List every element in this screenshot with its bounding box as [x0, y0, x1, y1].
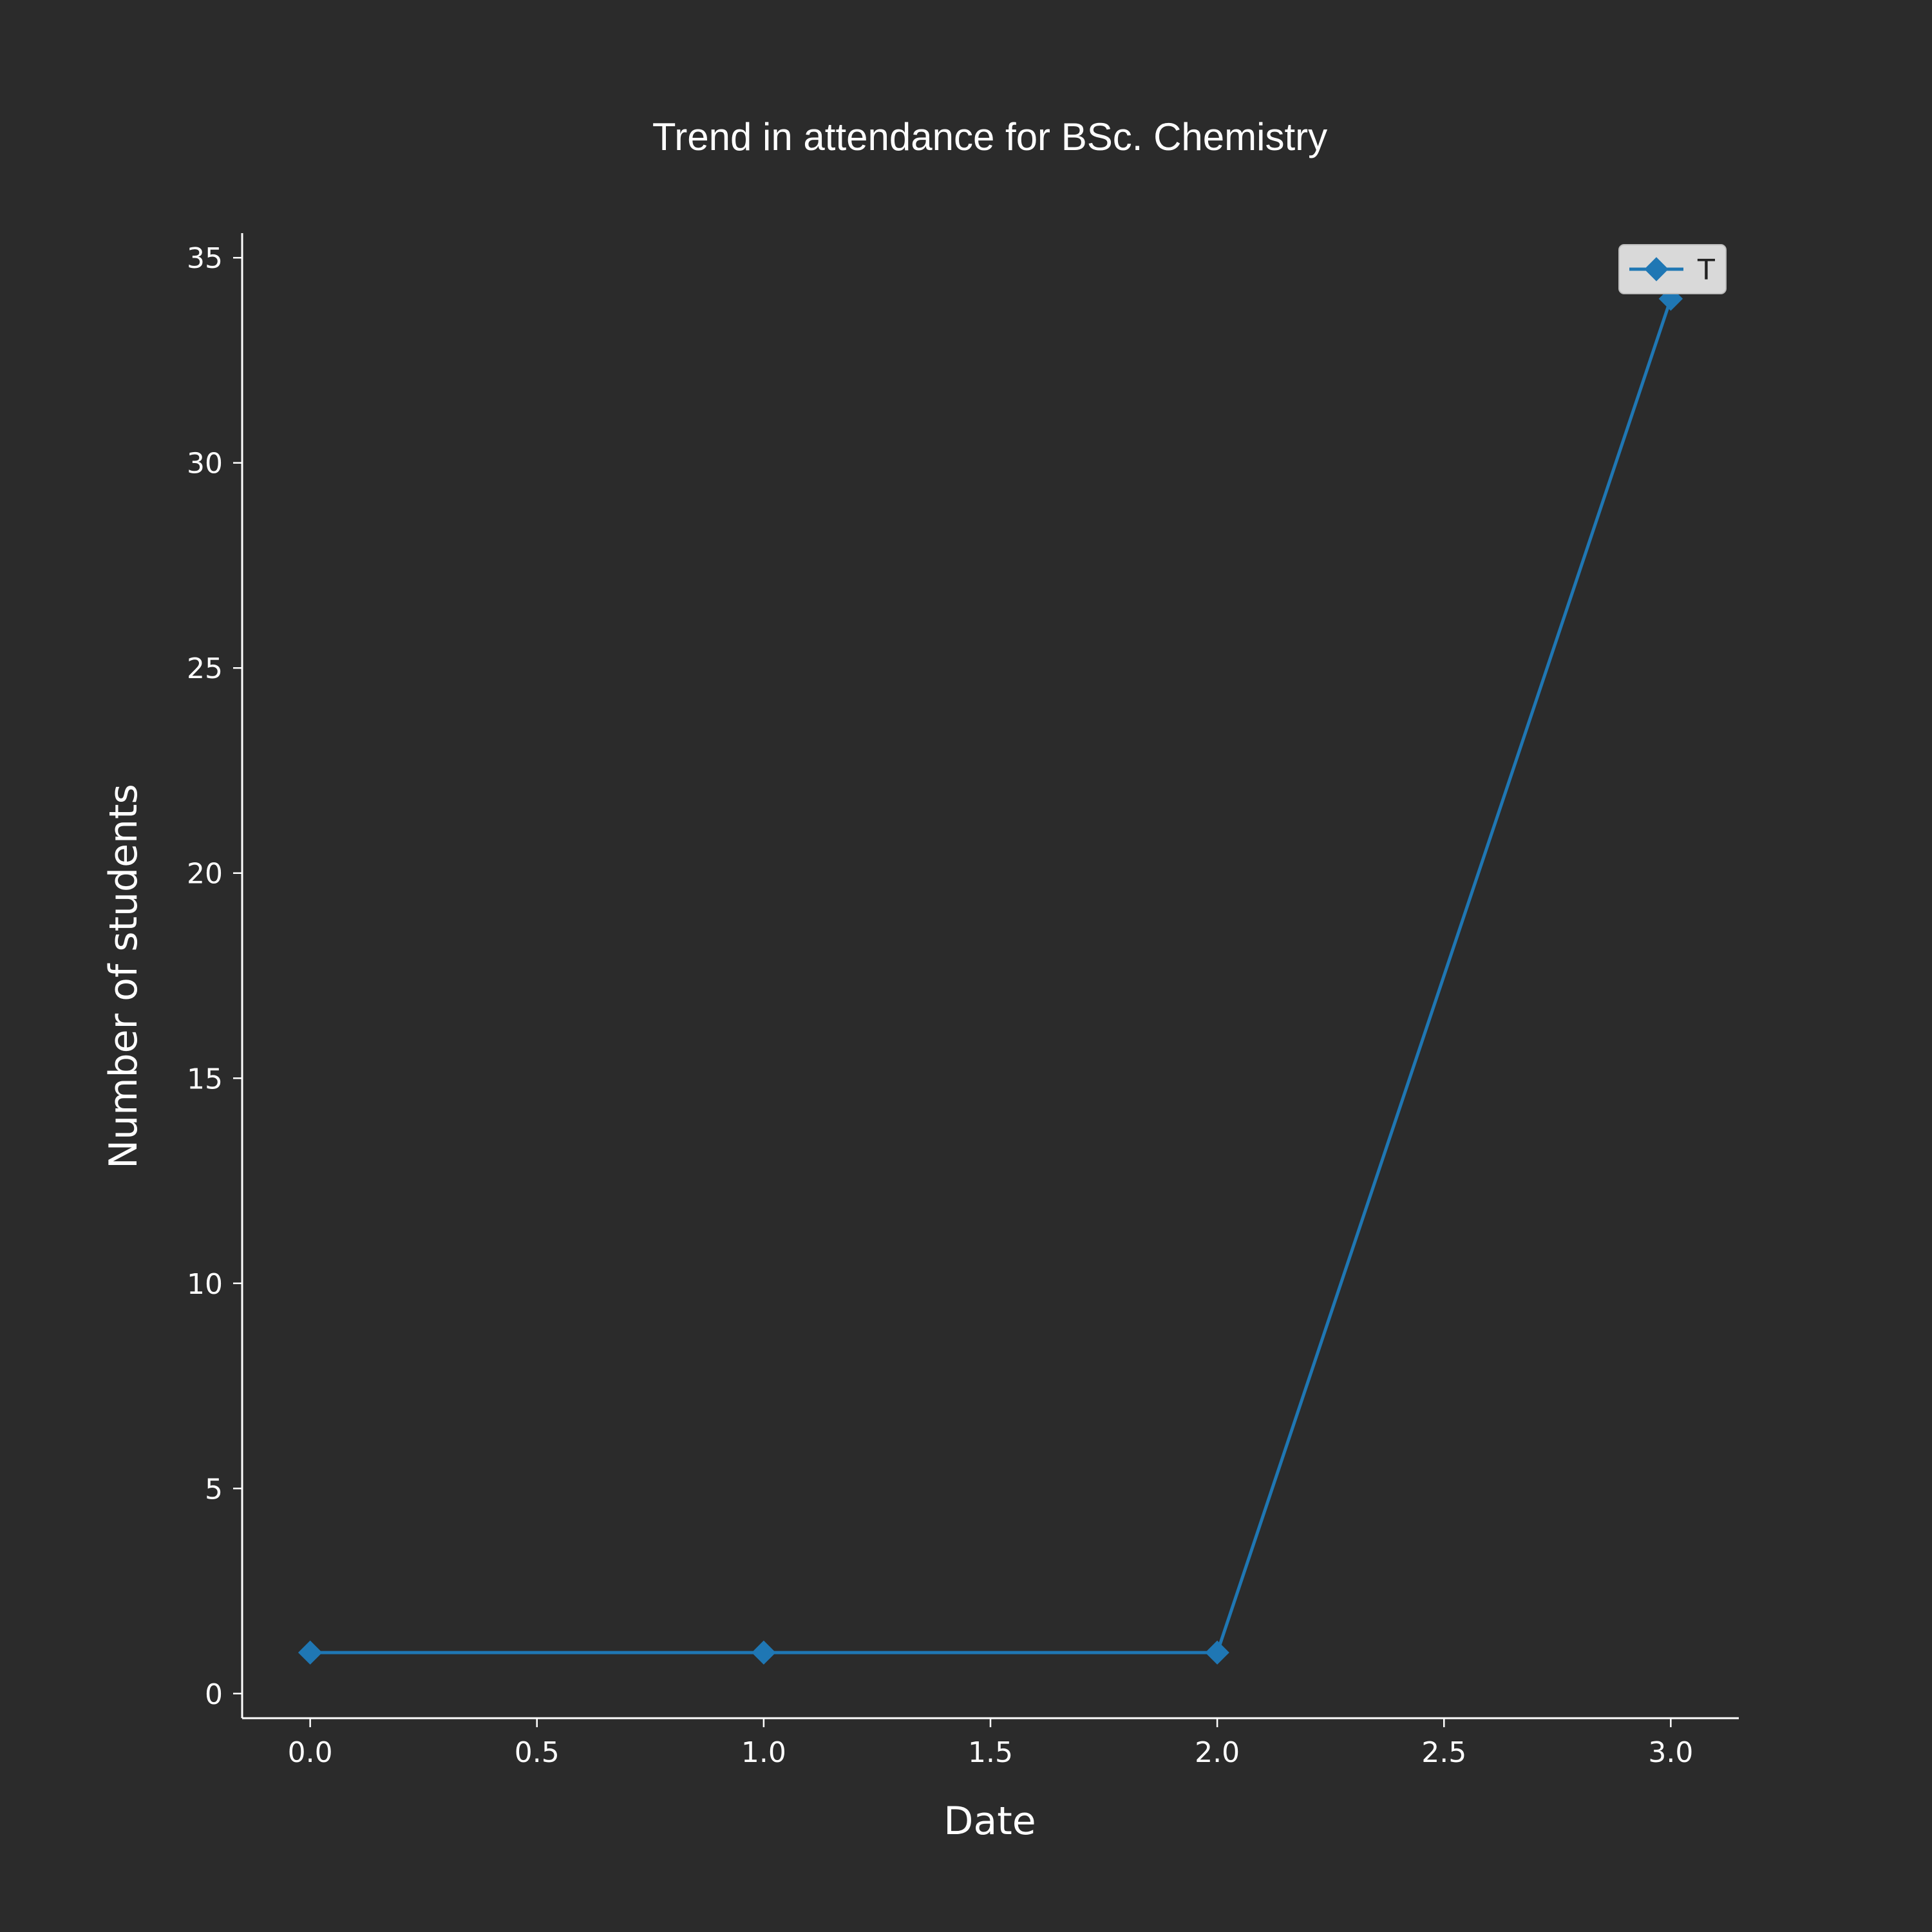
y-tick-label: 25 [187, 652, 223, 685]
y-axis-label: Number of students [101, 784, 146, 1169]
x-tick-label: 0.0 [288, 1736, 333, 1769]
axes [241, 233, 1739, 1719]
x-tick-label: 1.5 [968, 1736, 1013, 1769]
series-line [310, 298, 1672, 1654]
y-tick-label: 10 [187, 1268, 223, 1301]
x-axis-label: Date [943, 1799, 1036, 1844]
y-tick-label: 35 [187, 242, 223, 275]
data-point [1205, 1640, 1229, 1665]
legend-label: T [1697, 254, 1715, 287]
x-tick-label: 1.0 [741, 1736, 786, 1769]
data-point [298, 1640, 323, 1665]
chart-title: Trend in attendance for BSc. Chemistry [652, 115, 1327, 158]
series [298, 287, 1683, 1665]
ticks: 0.0 0.5 1.0 1.5 2.0 2.5 3.0 0 5 10 15 20 25 30 35 [187, 242, 1693, 1769]
x-tick-label: 2.5 [1421, 1736, 1466, 1769]
legend-marker [1644, 257, 1669, 281]
y-tick-label: 30 [187, 448, 223, 480]
y-tick-label: 15 [187, 1063, 223, 1095]
legend: T [1618, 244, 1727, 294]
y-tick-label: 0 [205, 1678, 223, 1711]
x-tick-label: 3.0 [1648, 1736, 1693, 1769]
y-tick-label: 5 [205, 1473, 223, 1506]
data-point [752, 1640, 776, 1665]
x-tick-label: 0.5 [515, 1736, 560, 1769]
y-tick-label: 20 [187, 858, 223, 891]
x-tick-label: 2.0 [1195, 1736, 1240, 1769]
